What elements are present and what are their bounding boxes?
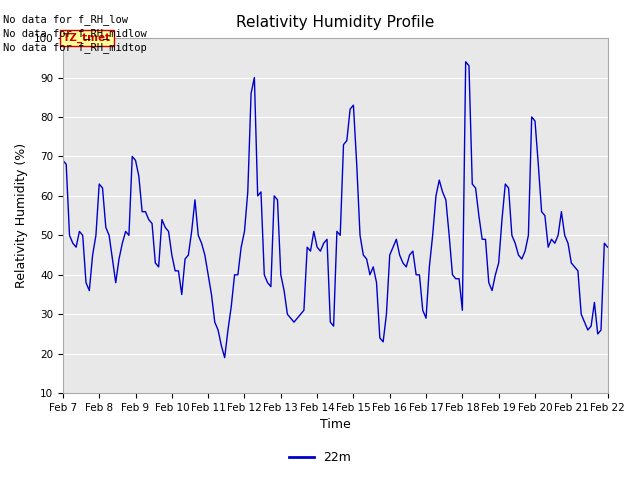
Legend: 22m: 22m	[284, 446, 356, 469]
Text: No data for f_RH_midlow: No data for f_RH_midlow	[3, 28, 147, 39]
Text: No data for f_RH_low: No data for f_RH_low	[3, 13, 128, 24]
Text: No data for f_RH_midtop: No data for f_RH_midtop	[3, 42, 147, 53]
X-axis label: Time: Time	[320, 419, 351, 432]
Title: Relativity Humidity Profile: Relativity Humidity Profile	[236, 15, 435, 30]
Text: TZ_tmet: TZ_tmet	[63, 33, 111, 43]
Y-axis label: Relativity Humidity (%): Relativity Humidity (%)	[15, 143, 28, 288]
